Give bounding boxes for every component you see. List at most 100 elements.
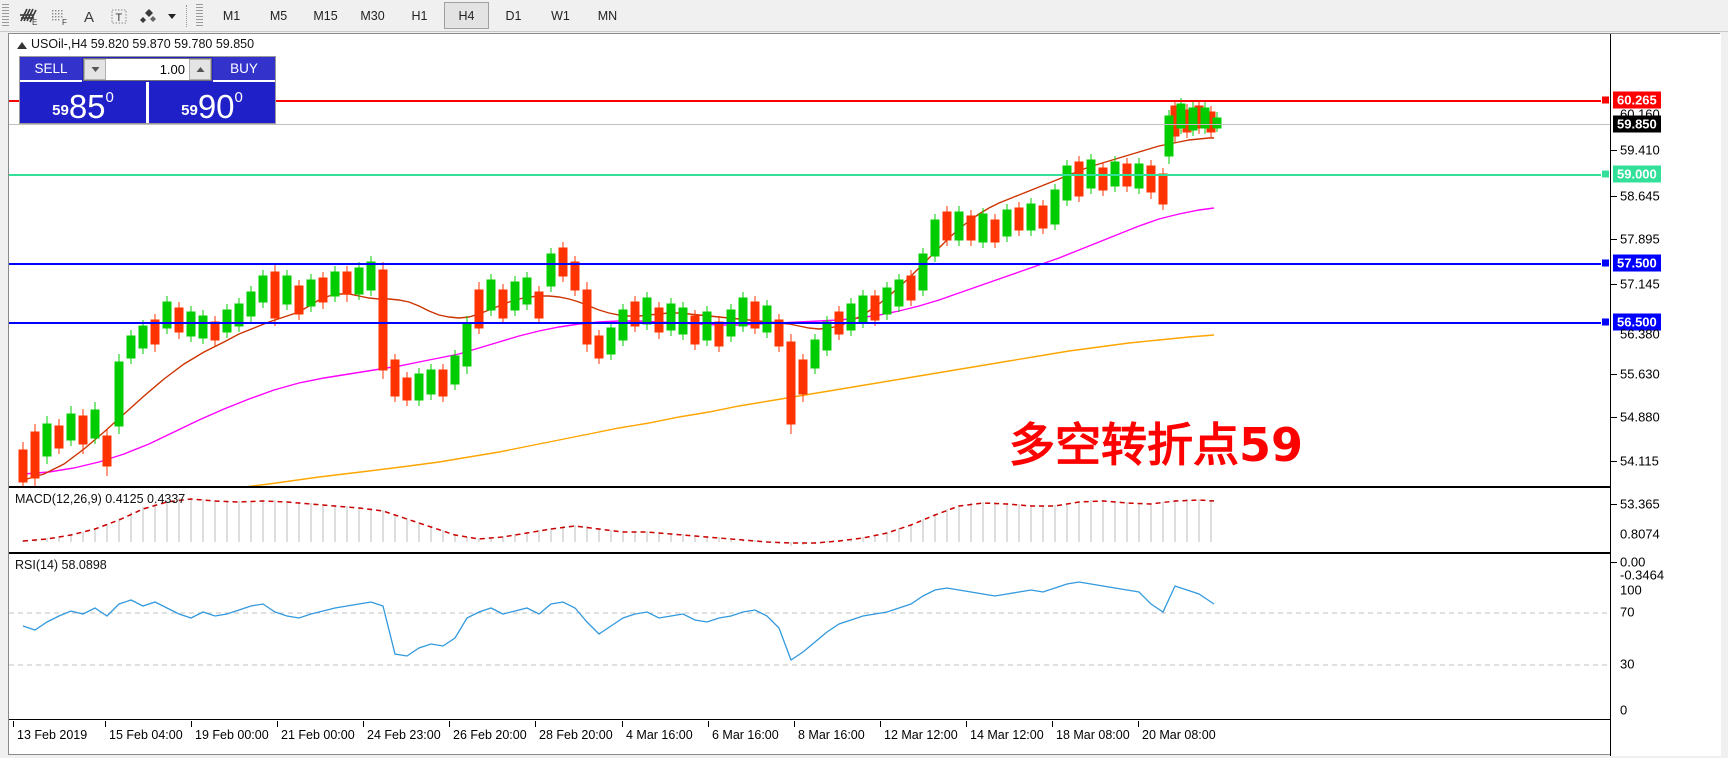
volume-stepper[interactable]: 1.00 (83, 58, 212, 81)
symbol-ohlc-label: USOil-,H4 59.820 59.870 59.780 59.850 (31, 37, 255, 51)
volume-input[interactable]: 1.00 (106, 59, 189, 80)
indicators-icon[interactable]: E (14, 3, 44, 29)
timeframe-m5[interactable]: M5 (269, 8, 288, 23)
price-badge-60265[interactable]: 60.265 (1613, 91, 1661, 109)
time-tick (449, 721, 450, 727)
time-axis[interactable]: 13 Feb 2019 15 Feb 04:00 19 Feb 00:00 21… (9, 721, 1719, 754)
price-label-53365: 53.365 (1620, 496, 1660, 512)
time-label-2: 19 Feb 00:00 (195, 728, 269, 742)
rsi-canvas (9, 581, 1610, 666)
crosshair-grid-icon[interactable]: F (44, 3, 74, 29)
time-label-10: 12 Mar 12:00 (884, 728, 958, 742)
time-tick (622, 721, 623, 727)
level-line-59000[interactable] (9, 174, 1610, 176)
macd-pane[interactable]: MACD(12,26,9) 0.4125 0.4337 (9, 490, 1719, 554)
price-tick (1611, 461, 1617, 462)
level-handle-57500[interactable] (1601, 258, 1610, 268)
chart-annotation-text[interactable]: 多空转折点59 (1009, 418, 1304, 472)
shapes-icon[interactable] (134, 3, 164, 29)
ma-slow-line (246, 334, 1215, 486)
time-tick (363, 721, 364, 727)
time-label-12: 18 Mar 08:00 (1056, 728, 1130, 742)
one-click-price-row: 59 85 0 59 90 0 (20, 82, 275, 123)
macd-scale-label-lower: -0.3464 (1620, 567, 1665, 583)
time-tick (105, 721, 106, 727)
timeframe-h1[interactable]: H1 (411, 8, 428, 23)
level-handle-60265[interactable] (1601, 95, 1610, 105)
time-tick (794, 721, 795, 727)
price-badge-59000[interactable]: 59.000 (1613, 165, 1661, 183)
macd-zero-tick (1611, 562, 1617, 563)
price-label-56380: 56.380 (1620, 326, 1660, 342)
chart-frame[interactable]: USOil-,H4 59.820 59.870 59.780 59.850 (8, 33, 1721, 756)
timeframe-mn[interactable]: MN (597, 8, 618, 23)
time-label-8: 6 Mar 16:00 (712, 728, 779, 742)
price-pane[interactable]: USOil-,H4 59.820 59.870 59.780 59.850 (9, 34, 1719, 488)
macd-scale-label-upper: 0.8074 (1620, 526, 1660, 542)
price-tick (1611, 196, 1617, 197)
price-tick (1611, 239, 1617, 240)
rsi-pane[interactable]: RSI(14) 58.0898 (9, 556, 1719, 720)
level-handle-59000[interactable] (1601, 169, 1610, 179)
timeframe-w1[interactable]: W1 (551, 8, 570, 23)
price-label-54115: 54.115 (1620, 453, 1659, 469)
time-tick (966, 721, 967, 727)
timeframe-m30[interactable]: M30 (360, 8, 385, 23)
one-click-trading-panel[interactable]: SELL 1.00 BUY 59 85 (19, 56, 276, 124)
time-label-3: 21 Feb 00:00 (281, 728, 355, 742)
timeframe-m1[interactable]: M1 (222, 8, 241, 23)
timeframe-bar-grip[interactable] (196, 3, 203, 28)
timeframe-d1[interactable]: D1 (505, 8, 522, 23)
price-label-57895: 57.895 (1620, 231, 1660, 247)
buy-price-main: 90 (197, 87, 235, 125)
rsi-scale-label-0: 0 (1620, 702, 1628, 718)
toolbar-grip[interactable] (2, 3, 9, 28)
timeframe-m15[interactable]: M15 (313, 8, 338, 23)
svg-text:F: F (62, 18, 67, 27)
sell-price-fraction: 0 (105, 89, 114, 106)
volume-up-arrow-icon[interactable] (189, 59, 211, 80)
price-chart-canvas (18, 98, 1222, 486)
svg-text:T: T (116, 12, 123, 24)
timeframe-h4[interactable]: H4 (444, 2, 489, 29)
time-label-5: 26 Feb 20:00 (453, 728, 527, 742)
price-label-54880: 54.880 (1620, 409, 1660, 425)
price-badge-59850[interactable]: 59.850 (1613, 115, 1661, 133)
sell-price-main: 85 (68, 87, 106, 125)
buy-price-prefix: 59 (181, 102, 198, 119)
time-label-6: 28 Feb 20:00 (539, 728, 613, 742)
level-line-57500[interactable] (9, 263, 1610, 265)
time-tick (535, 721, 536, 727)
time-tick (880, 721, 881, 727)
volume-down-arrow-icon[interactable] (84, 59, 106, 80)
macd-signal-line (22, 498, 1215, 544)
price-badge-57500[interactable]: 57.500 (1613, 254, 1661, 272)
time-label-1: 15 Feb 04:00 (109, 728, 183, 742)
text-box-icon[interactable]: T (104, 3, 134, 29)
time-tick (277, 721, 278, 727)
rsi-label: RSI(14) 58.0898 (15, 558, 107, 572)
price-label-55630: 55.630 (1620, 366, 1660, 382)
level-handle-56500[interactable] (1601, 317, 1610, 327)
price-tick (1611, 150, 1617, 151)
price-badge-56500[interactable]: 56.500 (1613, 313, 1661, 331)
price-tick (1611, 417, 1617, 418)
toolbar-separator (186, 4, 188, 27)
sell-price-display[interactable]: 59 85 0 (20, 82, 146, 123)
level-line-56500[interactable] (9, 322, 1610, 324)
price-axis[interactable]: 60.265 60.160 59.850 59.410 59.000 58.64… (1610, 34, 1721, 756)
level-line-59850[interactable] (9, 124, 1610, 125)
buy-button[interactable]: BUY (213, 57, 275, 82)
level-line-60265[interactable] (9, 100, 1610, 102)
sell-button[interactable]: SELL (20, 57, 82, 82)
time-tick (191, 721, 192, 727)
rsi-scale-label-30: 30 (1620, 656, 1635, 672)
rsi-line (22, 581, 1215, 661)
time-label-9: 8 Mar 16:00 (798, 728, 865, 742)
chart-expand-arrow-icon[interactable] (17, 42, 27, 49)
buy-price-display[interactable]: 59 90 0 (146, 82, 275, 123)
shapes-dropdown-arrow-icon[interactable] (164, 3, 180, 29)
text-label-icon[interactable]: A (74, 3, 104, 29)
price-tick (1611, 374, 1617, 375)
